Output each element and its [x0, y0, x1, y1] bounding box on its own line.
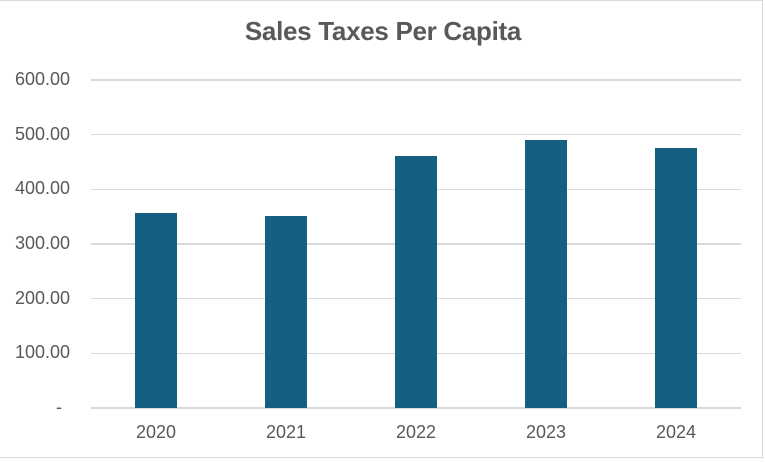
chart-title: Sales Taxes Per Capita [244, 16, 522, 46]
bar-2020[interactable] [135, 212, 177, 408]
bar-2021[interactable] [265, 216, 307, 408]
gridline [91, 133, 741, 136]
bar-2022[interactable] [395, 155, 437, 408]
y-tick-label: 400.00 [14, 178, 70, 199]
bar-2024[interactable] [655, 148, 697, 408]
y-tick-label: 500.00 [14, 123, 70, 144]
x-tick-label-2021: 2021 [265, 422, 307, 442]
x-tick-label-2024: 2024 [655, 422, 697, 442]
y-tick-label: 600.00 [14, 69, 70, 90]
y-tick-label: 300.00 [14, 233, 70, 254]
y-tick-label: - [56, 397, 62, 418]
gridline [91, 79, 741, 81]
x-tick-label-2023: 2023 [525, 422, 567, 442]
y-tick-label: 200.00 [14, 287, 70, 308]
x-tick-label-2020: 2020 [135, 422, 177, 442]
y-tick-label: 100.00 [14, 342, 70, 363]
x-tick-label-2022: 2022 [395, 422, 437, 442]
x-axis-line [91, 407, 741, 409]
bar-2023[interactable] [525, 140, 567, 408]
